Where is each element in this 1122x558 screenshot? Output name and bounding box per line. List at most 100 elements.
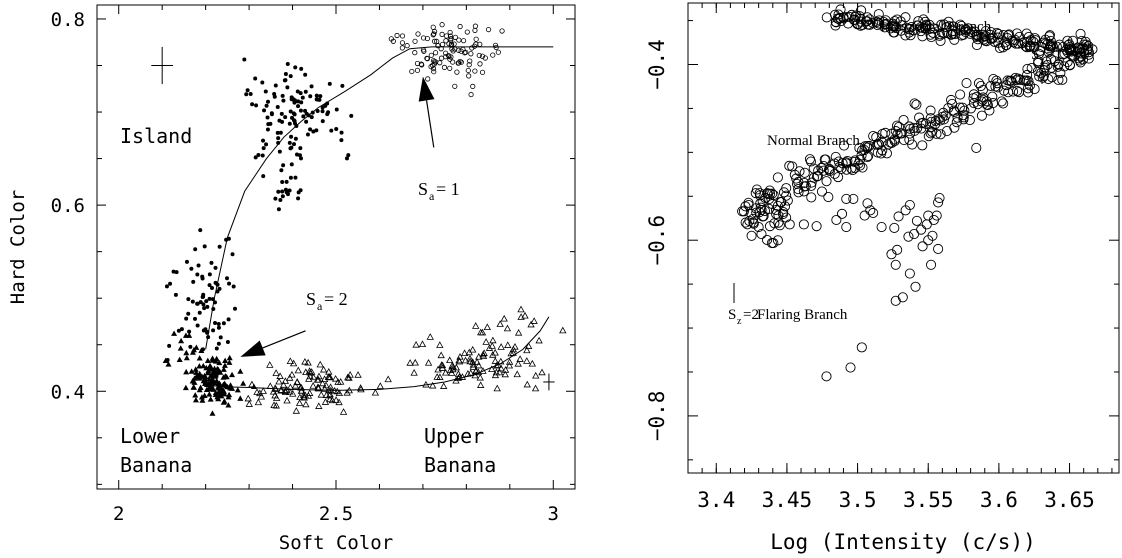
data-point xyxy=(931,210,942,221)
data-point xyxy=(412,38,418,44)
data-point xyxy=(776,197,787,208)
data-point xyxy=(900,30,911,41)
data-point xyxy=(202,306,207,311)
data-point xyxy=(275,130,280,135)
data-point xyxy=(216,341,221,346)
data-point xyxy=(963,23,974,34)
data-point xyxy=(469,363,477,370)
data-point xyxy=(1075,48,1087,59)
data-point xyxy=(272,94,277,99)
data-point xyxy=(167,343,172,348)
data-point xyxy=(276,189,281,194)
data-point xyxy=(225,276,230,281)
data-point xyxy=(1008,86,1019,97)
data-point xyxy=(233,306,238,311)
data-point xyxy=(376,382,384,389)
data-point xyxy=(476,52,482,59)
data-point xyxy=(281,163,286,168)
data-point xyxy=(328,396,337,404)
data-point xyxy=(888,20,899,31)
right-plot-frame xyxy=(687,2,1120,474)
data-point xyxy=(914,112,925,123)
data-point xyxy=(438,55,445,61)
data-point xyxy=(1075,28,1086,39)
data-point xyxy=(446,356,454,364)
data-point xyxy=(455,356,463,364)
data-point xyxy=(925,105,936,116)
data-point xyxy=(440,382,448,389)
data-point xyxy=(173,292,178,297)
data-point xyxy=(755,198,766,209)
left-x-tick-label: 2.5 xyxy=(319,503,353,525)
data-point xyxy=(184,259,189,264)
data-point xyxy=(293,136,298,141)
data-point xyxy=(473,36,479,42)
data-point xyxy=(968,89,979,100)
data-point xyxy=(212,358,219,364)
data-point xyxy=(320,119,325,124)
data-point xyxy=(354,371,362,378)
data-point xyxy=(431,69,437,75)
data-point xyxy=(819,154,830,165)
data-point xyxy=(356,384,365,391)
data-point xyxy=(207,373,214,379)
data-point xyxy=(231,284,236,289)
data-point xyxy=(189,378,196,384)
data-point xyxy=(220,366,227,372)
data-point xyxy=(207,396,214,402)
data-point xyxy=(278,197,283,202)
data-point xyxy=(222,357,229,364)
data-point xyxy=(523,380,531,388)
data-point xyxy=(472,367,480,374)
data-point xyxy=(339,138,344,143)
data-point xyxy=(213,280,218,285)
data-point xyxy=(823,191,834,203)
data-point xyxy=(195,323,200,328)
data-point xyxy=(773,217,784,228)
data-point xyxy=(318,379,327,387)
data-point xyxy=(226,359,233,365)
data-point xyxy=(772,200,783,212)
data-point xyxy=(326,390,334,398)
data-point xyxy=(257,392,266,400)
left-y-tick-label: 0.8 xyxy=(51,9,85,31)
data-point xyxy=(957,102,968,113)
data-point xyxy=(215,367,222,373)
label-lower-banana-2: Banana xyxy=(120,453,192,477)
data-point xyxy=(203,364,210,371)
data-point xyxy=(811,221,822,232)
data-point xyxy=(218,392,225,399)
data-point xyxy=(326,373,334,381)
data-point xyxy=(523,346,531,354)
data-point xyxy=(491,357,499,364)
data-point xyxy=(942,27,953,38)
data-point xyxy=(264,103,269,108)
data-point xyxy=(195,272,200,277)
data-point xyxy=(198,228,203,233)
data-point xyxy=(281,98,286,103)
data-point xyxy=(472,23,479,29)
data-point xyxy=(890,259,901,270)
data-point xyxy=(276,207,281,212)
data-point xyxy=(451,41,457,47)
right-y-tick-label: −0.4 xyxy=(645,39,669,90)
data-point xyxy=(909,98,920,109)
data-point xyxy=(457,23,463,30)
data-point xyxy=(281,388,290,395)
data-point xyxy=(968,98,979,109)
data-point xyxy=(196,263,201,268)
data-point xyxy=(448,37,454,43)
data-point xyxy=(309,373,318,381)
data-point xyxy=(436,341,444,348)
data-point xyxy=(199,397,206,403)
data-point xyxy=(188,368,195,374)
data-point xyxy=(225,340,230,345)
data-point xyxy=(287,140,292,145)
data-point xyxy=(808,172,819,183)
data-point xyxy=(320,105,325,110)
data-point xyxy=(949,122,960,133)
data-point xyxy=(868,131,879,142)
data-point xyxy=(213,321,218,326)
data-point xyxy=(301,114,306,119)
data-point xyxy=(489,336,497,344)
